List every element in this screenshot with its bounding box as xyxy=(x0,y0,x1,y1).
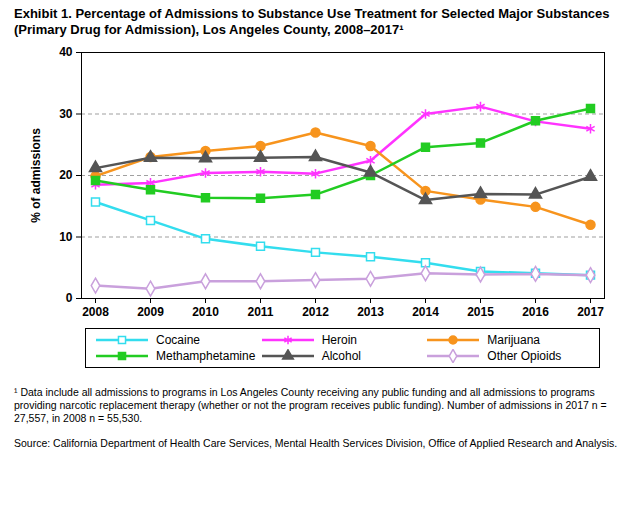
svg-text:2013: 2013 xyxy=(357,305,384,319)
html-text:Exhibit 1. Percentage of Admis: Exhibit 1. Percentage of Admissions to S… xyxy=(14,6,610,37)
svg-text:2016: 2016 xyxy=(522,305,549,319)
svg-text:20: 20 xyxy=(59,168,73,182)
html-text:Heroin: Heroin xyxy=(321,333,357,347)
svg-text:2012: 2012 xyxy=(302,305,329,319)
svg-text:0: 0 xyxy=(66,291,73,305)
svg-text:2014: 2014 xyxy=(412,305,439,319)
svg-text:2008: 2008 xyxy=(82,305,109,319)
svg-text:30: 30 xyxy=(59,107,73,121)
svg-text:2015: 2015 xyxy=(467,305,494,319)
svg-text:2009: 2009 xyxy=(137,305,164,319)
svg-text:40: 40 xyxy=(59,45,73,59)
html-text:Cocaine: Cocaine xyxy=(156,333,200,347)
svg-text:2011: 2011 xyxy=(247,305,273,319)
svg-text:2010: 2010 xyxy=(192,305,219,319)
html-text:Source: California Department: Source: California Department of Health … xyxy=(14,437,618,449)
html-text:Methamphetamine: Methamphetamine xyxy=(156,349,256,363)
html-text:Alcohol: Alcohol xyxy=(321,349,361,363)
html-text:¹ Data include all admissions: ¹ Data include all admissions to program… xyxy=(14,386,607,424)
svg-text:% of admissions: % of admissions xyxy=(29,128,43,223)
html-text:Marijuana: Marijuana xyxy=(487,333,540,347)
html-text:Other Opioids: Other Opioids xyxy=(487,349,562,363)
svg-text:10: 10 xyxy=(59,230,73,244)
svg-text:2017: 2017 xyxy=(577,305,604,319)
